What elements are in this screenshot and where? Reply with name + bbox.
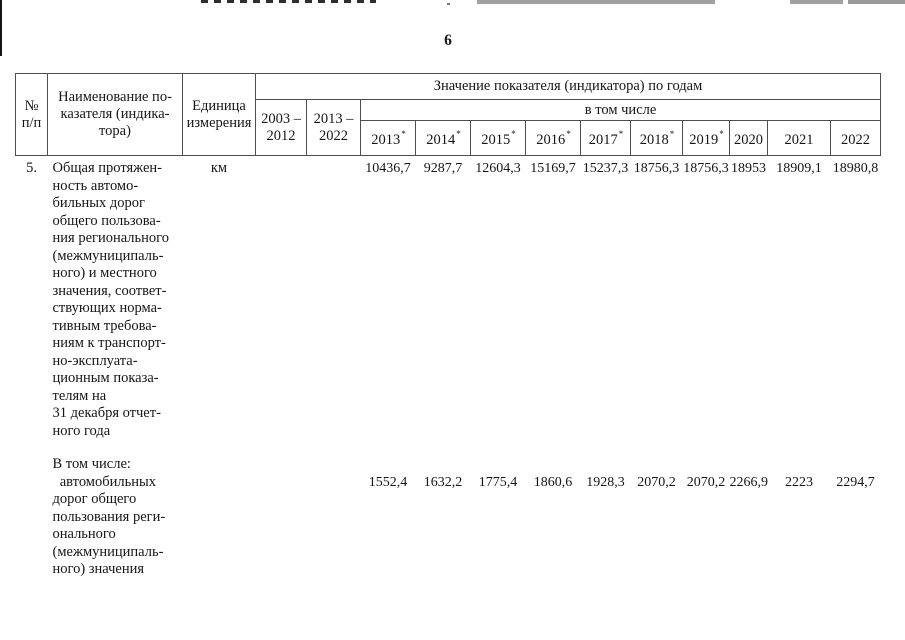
year-label: 2019 (689, 131, 719, 148)
indicators-table: № п/п Наименование по- казателя (индика-… (15, 73, 882, 595)
value-cell-2021: 2223 (785, 475, 813, 490)
value-cell-2022: 2294,7 (836, 475, 875, 490)
header-col-period-2013-2022: 2013 – 2022 (306, 99, 361, 156)
page-number: 6 (444, 32, 452, 49)
header-year-2013: 2013* (360, 120, 416, 156)
unit-cell: км (210, 160, 228, 176)
header-col-period-2003-2012: 2003 – 2012 (255, 99, 307, 156)
footnote-asterisk: * (511, 129, 516, 140)
value-cell-2016: 1860,6 (533, 475, 573, 490)
header-year-2021: 2021 (767, 120, 831, 156)
header-year-2018: 2018* (630, 120, 683, 156)
year-label: 2013 (371, 131, 401, 148)
value-cell-2015: 1775,4 (478, 475, 518, 490)
year-label: 2021 (784, 131, 814, 148)
value-cell-2017: 1928,3 (586, 475, 625, 490)
header-col-unit: Единица измерения (182, 73, 256, 156)
value-cell-2020: 2266,9 (729, 475, 769, 490)
footnote-asterisk: * (566, 129, 571, 140)
scan-artifact-dot (447, 3, 450, 5)
header-year-2016: 2016* (525, 120, 581, 156)
value-cell-2013-2022 (307, 440, 361, 595)
scan-artifact-top-bar (848, 0, 905, 4)
footnote-asterisk: * (669, 129, 675, 140)
value-cell-2018: 18756,3 (633, 161, 680, 176)
year-label: 2020 (734, 131, 763, 148)
header-year-2020: 2020 (729, 120, 768, 156)
scan-artifact-top-bar (477, 0, 715, 4)
value-cell-2018: 2070,2 (637, 475, 676, 490)
value-cell-2013-2022 (307, 156, 361, 441)
indicator-name-cell: Общая протяжен- ность автомо- бильных до… (52, 160, 169, 439)
year-label: 2014 (426, 131, 456, 148)
header-col-num: № п/п (15, 73, 48, 156)
year-label: 2015 (481, 131, 511, 148)
footnote-asterisk: * (401, 129, 406, 140)
footnote-asterisk: * (456, 129, 461, 140)
value-cell-2019: 2070,2 (686, 475, 726, 490)
scan-artifact-top-bar (790, 0, 843, 4)
header-row-3: 2013* 2014* 2015* 2016* 2017* 2018* 2019… (16, 120, 882, 156)
row-number-cell: 5. (26, 160, 37, 176)
value-cell-2016: 15169,7 (530, 161, 576, 176)
table-row: 5. Общая протяжен- ность автомо- бильных… (16, 156, 881, 441)
header-year-2019: 2019* (682, 120, 730, 156)
value-cell-2019: 18756,3 (683, 161, 729, 176)
scan-artifact-top-dashes (201, 0, 376, 3)
table-row: В том числе: автомобильных дорог общего … (16, 440, 881, 595)
value-cell-2014: 1632,2 (423, 475, 463, 490)
value-cell-2014: 9287,7 (423, 161, 463, 176)
row-number-cell (16, 440, 48, 595)
header-including: в том числе (359, 99, 882, 121)
year-label: 2018 (639, 131, 669, 148)
value-cell-2003-2012 (256, 156, 307, 441)
header-year-2015: 2015* (470, 120, 526, 156)
value-cell-2017: 15237,3 (582, 161, 629, 176)
value-cell-2020: 18953 (731, 161, 766, 176)
year-label: 2022 (841, 131, 871, 148)
header-row-1: № п/п Наименование по- казателя (индика-… (15, 73, 882, 156)
indicator-name-cell: В том числе: автомобильных дорог общего … (52, 456, 166, 577)
header-values-by-years: Значение показателя (индикатора) по года… (254, 73, 882, 100)
header-year-2014: 2014* (415, 120, 471, 156)
year-label: 2016 (536, 131, 566, 148)
value-cell-2013: 10436,7 (365, 161, 411, 176)
header-year-2017: 2017* (580, 120, 631, 156)
value-cell-2015: 12604,3 (475, 161, 521, 176)
footnote-asterisk: * (719, 129, 724, 140)
value-cell-2022: 18980,8 (832, 161, 879, 176)
footnote-asterisk: * (618, 129, 624, 140)
unit-cell (183, 440, 256, 595)
year-label: 2017 (588, 131, 618, 148)
header-year-2022: 2022 (829, 120, 882, 156)
header-col-name: Наименование по- казателя (индика- тора) (47, 73, 183, 156)
scan-artifact-left-line (0, 0, 2, 56)
value-cell-2021: 18909,1 (776, 161, 822, 176)
value-cell-2013: 1552,4 (368, 475, 408, 490)
value-cell-2003-2012 (256, 440, 307, 595)
